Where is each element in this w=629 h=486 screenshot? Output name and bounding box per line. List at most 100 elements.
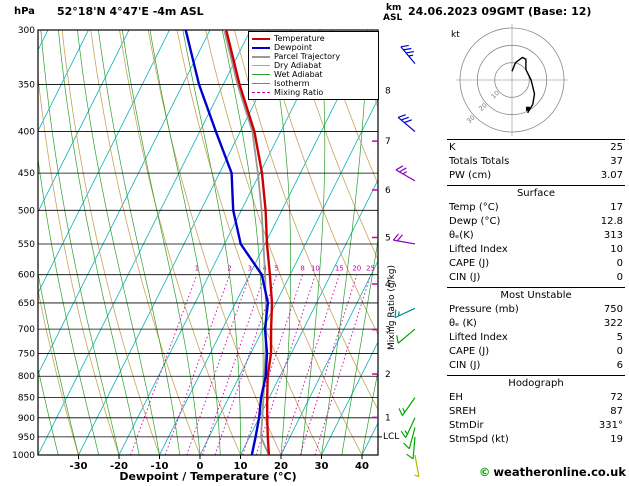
stat-label: StmSpd (kt)	[449, 434, 509, 445]
stats-section-header: Most Unstable	[500, 290, 572, 301]
stat-row: CAPE (J) 0	[449, 257, 623, 271]
wet-adiabat-line	[40, 30, 120, 455]
copyright-text: weatheronline.co.uk	[493, 465, 626, 479]
mixing-ratio-value-label: 5	[274, 265, 278, 273]
stat-label: CAPE (J)	[449, 346, 490, 357]
isotherm-line	[38, 30, 251, 455]
isotherm-line	[38, 30, 89, 132]
stat-label: Temp (°C)	[449, 202, 499, 213]
stat-label: Totals Totals	[449, 156, 510, 167]
pressure-tick-label: 950	[18, 433, 35, 443]
wind-barb	[400, 44, 416, 65]
hodograph-trace	[511, 56, 536, 114]
storm-motion-marker	[525, 106, 530, 111]
dry-adiabat-line	[38, 287, 79, 455]
hodograph-ring-label: 10	[490, 89, 502, 101]
temp-tick-label: -30	[69, 461, 87, 472]
stat-value: 322	[603, 318, 623, 329]
stat-row: PW (cm) 3.07	[449, 169, 623, 183]
legend-item: Temperature	[252, 34, 375, 43]
mixing-ratio-value-label: 15	[335, 265, 344, 273]
mixing-ratio-value-label: 10	[311, 265, 320, 273]
pressure-tick-label: 550	[18, 240, 35, 250]
dry-adiabat-line	[320, 30, 378, 185]
pressure-tick-label: 1000	[12, 451, 35, 461]
legend-item: Mixing Ratio	[252, 88, 375, 97]
stats-section: Hodograph EH 72 SREH 87 StmDir 331° StmSpd (kt)…	[447, 375, 625, 449]
legend-swatch	[252, 74, 270, 75]
isotherm-line	[280, 260, 378, 455]
hodograph-ring	[476, 44, 548, 116]
hodograph-ring	[459, 27, 565, 133]
legend-swatch	[252, 55, 270, 58]
mixing-ratio-value-label: 2	[227, 265, 231, 273]
hodograph-ring	[494, 62, 530, 98]
stat-label: Lifted Index	[449, 332, 508, 343]
km-tick-label: 6	[385, 186, 391, 196]
x-axis-label: Dewpoint / Temperature (°C)	[119, 470, 297, 483]
mixing-ratio-value-label: 3	[248, 265, 252, 273]
stat-row: EH 72	[449, 391, 623, 405]
km-tick-label: 1	[385, 413, 391, 423]
pressure-tick-label: 500	[18, 206, 35, 216]
km-tick-label: 8	[385, 86, 391, 96]
dry-adiabat-line	[291, 30, 378, 261]
mixing-ratio-line	[130, 274, 198, 455]
stat-value: 19	[610, 434, 623, 445]
legend-item: Isotherm	[252, 79, 375, 88]
legend-label: Parcel Trajectory	[274, 52, 341, 61]
mixing-ratio-value-label: 1	[195, 265, 199, 273]
wind-barb	[398, 397, 416, 416]
km-tick-label: 4	[385, 280, 391, 290]
hodograph-unit-label: kt	[451, 30, 460, 40]
stat-label: Pressure (mb)	[449, 304, 519, 315]
stat-row: Pressure (mb) 750	[449, 303, 623, 317]
datetime-title: 24.06.2023 09GMT (Base: 12)	[408, 5, 592, 18]
temp-tick-label: 0	[197, 461, 204, 472]
legend-swatch	[252, 65, 270, 66]
profiles	[184, 30, 274, 455]
wind-barb	[395, 165, 416, 182]
wind-barb	[397, 114, 416, 133]
temp-tick-label: 20	[274, 461, 288, 472]
legend-label: Wet Adiabat	[274, 70, 323, 79]
temp-tick-label: 40	[355, 461, 369, 472]
isotherm-line	[78, 30, 292, 455]
wind-barb	[414, 454, 420, 478]
parcel-trajectory-curve	[223, 30, 270, 455]
stat-row: Lifted Index 5	[449, 331, 623, 345]
stat-label: SREH	[449, 406, 477, 417]
stat-value: 331°	[598, 420, 623, 431]
mixing-ratio-value-label: 8	[300, 265, 304, 273]
copyright: © weatheronline.co.uk	[479, 465, 626, 479]
stats-section: K 25 Totals Totals 37 PW (cm) 3.07	[447, 139, 625, 185]
legend-item: Dry Adiabat	[252, 61, 375, 70]
pressure-tick-label: 600	[18, 271, 35, 281]
stat-value: 37	[610, 156, 623, 167]
km-tick-label: 7	[385, 137, 391, 147]
temperature-curve	[225, 30, 274, 455]
stats-section: Surface Temp (°C) 17 Dewp (°C) 12.8 θₑ(K) 313 L…	[447, 185, 625, 287]
stat-row: Dewp (°C) 12.8	[449, 215, 623, 229]
mixing-ratio-value-label: 25	[366, 265, 375, 273]
stat-label: CIN (J)	[449, 272, 481, 283]
wet-adiabat-line	[38, 156, 100, 455]
stat-value: 0	[616, 258, 623, 269]
legend-swatch	[252, 46, 270, 49]
legend-swatch	[252, 37, 270, 40]
stat-value: 5	[616, 332, 623, 343]
km-tick-label: 3	[385, 326, 391, 336]
height-axis-unit-km: km	[386, 3, 402, 13]
dry-adiabat-line	[38, 73, 120, 455]
legend-item: Dewpoint	[252, 43, 375, 52]
plot-border	[37, 29, 379, 456]
isotherm-line	[38, 30, 130, 213]
pressure-axis-unit: hPa	[14, 6, 35, 17]
temp-tick-label: 30	[315, 461, 329, 472]
pressure-tick-label: 900	[18, 414, 35, 424]
temp-tick-label: 10	[234, 461, 248, 472]
lcl-label: LCL	[383, 432, 400, 442]
stat-value: 17	[610, 202, 623, 213]
stat-value: 6	[616, 360, 623, 371]
